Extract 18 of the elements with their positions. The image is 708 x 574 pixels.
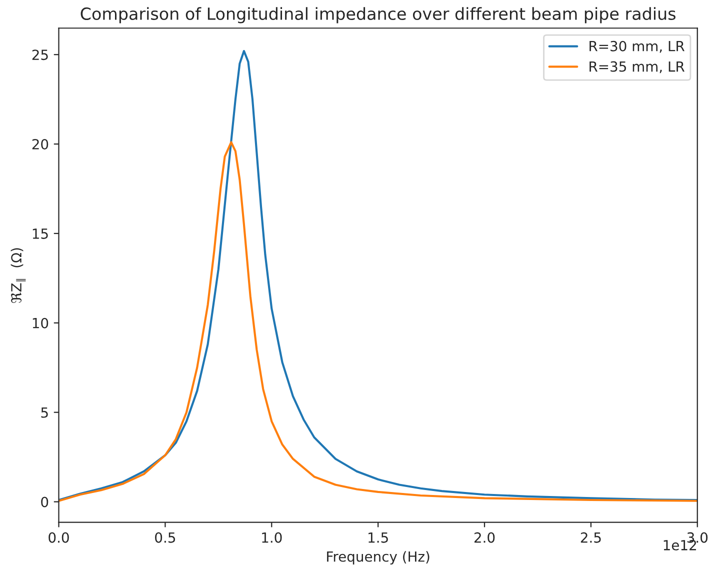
x-tick-label: 1.5 xyxy=(368,532,388,543)
y-tick-label: 20 xyxy=(32,139,48,150)
x-tick-label: 2.0 xyxy=(474,532,495,543)
x-tick-label: 2.5 xyxy=(580,532,601,543)
x-tick-label: 0.5 xyxy=(155,532,176,543)
legend-label: R=35 mm, LR xyxy=(590,61,684,74)
y-tick-label: 10 xyxy=(32,318,48,328)
line-series xyxy=(58,141,698,502)
y-tick-label: 15 xyxy=(32,228,48,239)
chart-title: Comparison of Longitudinal impedance over different beam pipe radius xyxy=(80,7,676,24)
y-tick-label: 25 xyxy=(32,50,48,60)
y-tick-label: 5 xyxy=(41,407,48,418)
legend-label: R=30 mm, LR xyxy=(590,40,684,53)
x-tick-label: 0.0 xyxy=(48,532,69,543)
x-tick-label: 1.0 xyxy=(262,532,282,543)
x-axis-title: Frequency (Hz) xyxy=(327,551,430,564)
text: ℜZ$_{∥}$ (Ω) xyxy=(10,248,26,303)
y-tick-label: 0 xyxy=(41,496,48,508)
